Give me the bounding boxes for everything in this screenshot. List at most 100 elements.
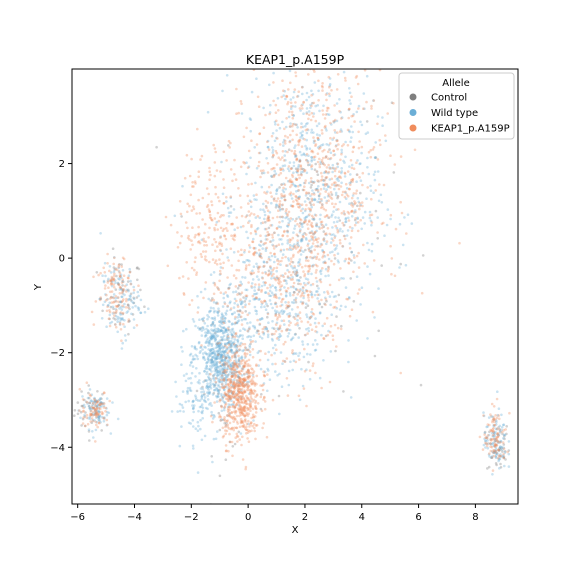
scatter-point — [310, 250, 313, 253]
scatter-point — [216, 341, 220, 345]
scatter-point — [216, 430, 219, 433]
scatter-point — [298, 229, 302, 233]
scatter-point — [219, 329, 223, 333]
scatter-point — [257, 288, 261, 292]
scatter-point — [293, 246, 296, 249]
scatter-point — [327, 170, 331, 174]
scatter-point — [286, 229, 289, 233]
scatter-point — [231, 405, 234, 409]
scatter-point — [324, 267, 328, 271]
scatter-point — [374, 156, 378, 159]
scatter-point — [277, 338, 281, 342]
scatter-point — [208, 260, 211, 264]
scatter-point — [249, 272, 253, 276]
scatter-point — [283, 195, 286, 199]
scatter-point — [226, 341, 229, 345]
scatter-point — [324, 176, 328, 179]
scatter-point — [357, 130, 360, 134]
scatter-point — [309, 106, 312, 110]
scatter-point — [208, 338, 212, 342]
scatter-point — [311, 217, 314, 221]
scatter-point — [277, 209, 280, 212]
scatter-point — [312, 101, 316, 105]
scatter-point — [221, 385, 225, 388]
scatter-point — [349, 140, 352, 143]
scatter-point — [199, 387, 203, 390]
scatter-point — [336, 147, 339, 151]
scatter-point — [279, 285, 282, 289]
scatter-point — [274, 301, 277, 305]
scatter-point — [214, 333, 218, 336]
scatter-point — [399, 155, 403, 158]
scatter-point — [323, 260, 327, 264]
scatter-point — [240, 387, 244, 391]
scatter-point — [377, 329, 381, 333]
scatter-point — [335, 139, 339, 143]
scatter-point — [228, 395, 232, 399]
scatter-point — [285, 304, 289, 307]
scatter-point — [259, 395, 263, 399]
scatter-point — [221, 338, 224, 342]
scatter-point — [263, 213, 267, 217]
scatter-point — [201, 417, 204, 420]
scatter-point — [185, 261, 188, 264]
scatter-point — [495, 463, 498, 467]
scatter-point — [237, 364, 240, 368]
scatter-point — [330, 213, 334, 216]
scatter-point — [256, 329, 260, 333]
scatter-point — [298, 317, 302, 320]
scatter-point — [234, 384, 238, 387]
x-tick-label: 6 — [415, 512, 421, 523]
scatter-point — [277, 394, 281, 398]
scatter-point — [136, 278, 139, 282]
scatter-point — [312, 115, 315, 118]
scatter-point — [338, 219, 342, 222]
scatter-point — [399, 371, 403, 375]
x-tick-label: 8 — [472, 512, 478, 523]
scatter-point — [127, 274, 131, 278]
scatter-point — [293, 149, 297, 153]
scatter-point — [129, 279, 132, 283]
scatter-point — [266, 234, 269, 237]
scatter-point — [292, 231, 295, 234]
scatter-point — [231, 384, 235, 388]
scatter-point — [343, 259, 347, 263]
scatter-point — [323, 196, 327, 199]
scatter-point — [120, 317, 123, 321]
scatter-point — [282, 169, 285, 172]
scatter-point — [213, 309, 216, 313]
scatter-point — [272, 197, 276, 201]
scatter-point — [324, 208, 328, 212]
scatter-point — [207, 192, 210, 196]
scatter-point — [361, 216, 365, 219]
scatter-point — [304, 215, 308, 219]
scatter-point — [246, 166, 250, 169]
scatter-point — [218, 320, 221, 323]
scatter-point — [390, 101, 394, 104]
scatter-point — [207, 315, 211, 319]
scatter-point — [305, 256, 308, 259]
scatter-point — [216, 365, 219, 368]
scatter-point — [332, 233, 335, 236]
scatter-point — [212, 364, 215, 367]
scatter-point — [328, 142, 332, 145]
scatter-point — [104, 274, 107, 278]
scatter-point — [296, 314, 300, 318]
scatter-point — [254, 411, 258, 414]
scatter-point — [232, 351, 236, 354]
scatter-point — [321, 248, 324, 252]
scatter-point — [277, 173, 281, 177]
scatter-point — [325, 166, 329, 169]
scatter-point — [98, 410, 101, 414]
scatter-point — [335, 300, 339, 303]
scatter-point — [288, 304, 291, 308]
scatter-point — [333, 187, 336, 191]
scatter-point — [348, 130, 352, 134]
scatter-point — [217, 344, 221, 348]
scatter-point — [247, 440, 251, 444]
scatter-point — [132, 296, 135, 300]
scatter-point — [351, 227, 354, 230]
scatter-point — [81, 417, 85, 421]
scatter-point — [236, 381, 239, 384]
scatter-point — [226, 335, 230, 338]
